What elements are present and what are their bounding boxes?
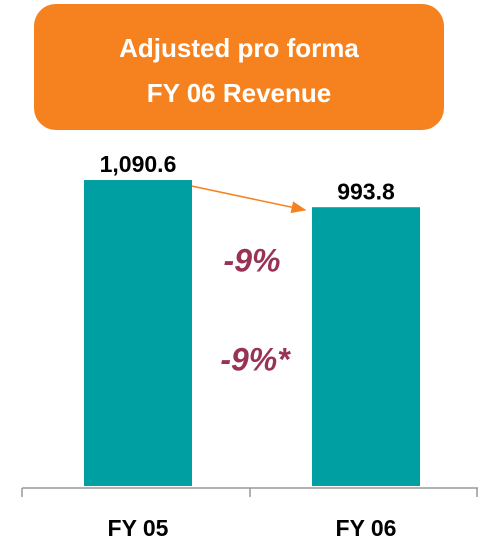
- chart-title: Adjusted pro forma FY 06 Revenue: [119, 33, 359, 108]
- bar: [312, 207, 420, 487]
- annotation: -9%*: [220, 341, 291, 377]
- title-box: [34, 4, 444, 130]
- x-tick-label: FY 05: [108, 515, 169, 541]
- annotation: -9%: [224, 242, 281, 278]
- bar: [84, 180, 192, 487]
- value-label: 1,090.6: [100, 151, 177, 177]
- change-arrow: [181, 183, 307, 214]
- value-label: 993.8: [337, 178, 395, 204]
- x-tick-label: FY 06: [336, 515, 397, 541]
